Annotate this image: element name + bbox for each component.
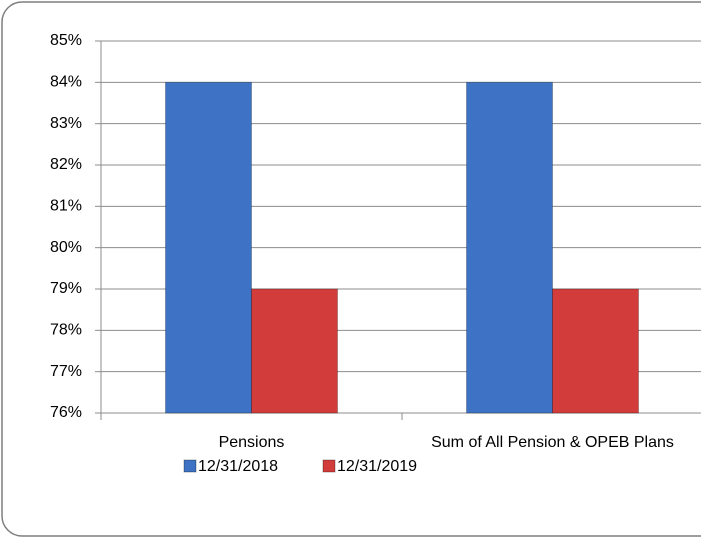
y-tick-label: 82% bbox=[50, 156, 82, 173]
y-tick-label: 85% bbox=[50, 32, 82, 49]
y-tick-label: 80% bbox=[50, 239, 82, 256]
x-tick-label: Pensions bbox=[218, 434, 285, 451]
y-tick-label: 79% bbox=[50, 280, 82, 297]
bar bbox=[251, 288, 338, 414]
y-tick-label: 77% bbox=[50, 363, 82, 380]
legend-label: 12/31/2019 bbox=[337, 458, 417, 475]
y-tick-label: 76% bbox=[50, 404, 82, 421]
legend-label: 12/31/2018 bbox=[198, 458, 278, 475]
x-tick-label: Sum of All Pension & OPEB Plans bbox=[431, 434, 674, 451]
legend-swatch bbox=[322, 459, 336, 473]
bar bbox=[165, 81, 252, 414]
bar bbox=[466, 81, 553, 414]
y-tick-label: 78% bbox=[50, 322, 82, 339]
y-tick-label: 83% bbox=[50, 115, 82, 132]
y-tick-label: 84% bbox=[50, 74, 82, 91]
bar bbox=[552, 288, 639, 414]
legend-swatch bbox=[183, 459, 197, 473]
y-tick-label: 81% bbox=[50, 198, 82, 215]
